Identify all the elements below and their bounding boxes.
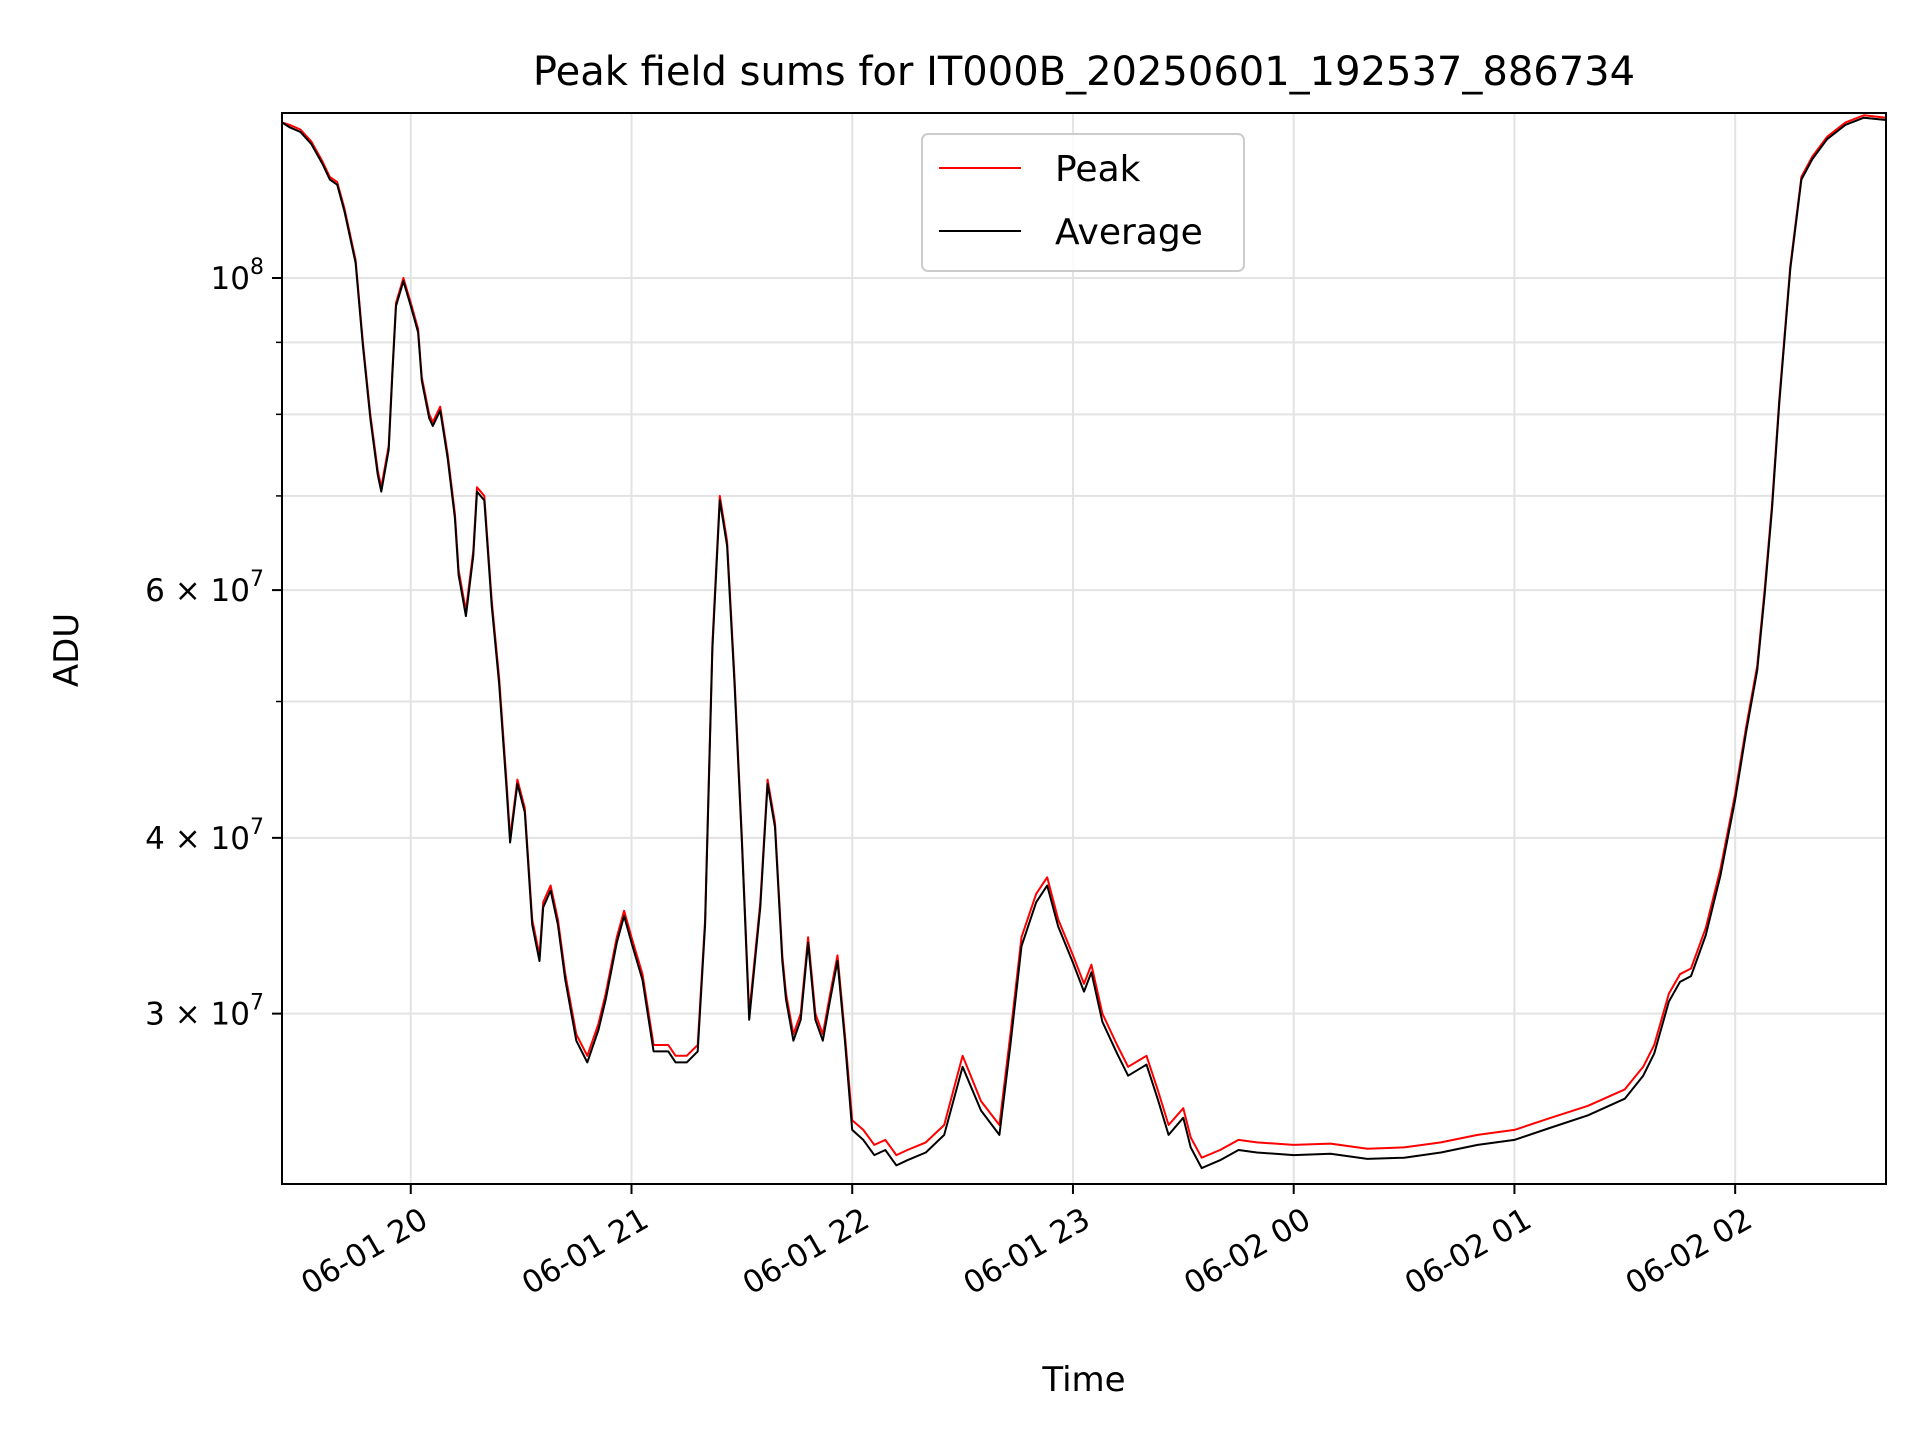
y-tick-label-exponent: 7	[250, 815, 264, 840]
y-tick-label-exponent: 7	[250, 991, 264, 1016]
y-tick-label-base: 10	[211, 261, 250, 297]
y-tick-label-base: 3 × 10	[145, 997, 250, 1033]
grid	[282, 113, 1886, 1184]
plot-frame	[281, 112, 1887, 1185]
plot-area	[282, 114, 1886, 1170]
series-line-average	[282, 116, 1886, 1170]
legend: Peak Average	[921, 133, 1245, 272]
legend-label-average: Average	[1055, 212, 1203, 253]
y-tick-label: 3 × 107	[145, 991, 264, 1033]
series-group	[282, 114, 1886, 1170]
y-tick-label: 108	[211, 255, 264, 297]
y-axis-label: ADU	[47, 613, 87, 687]
y-tick-label-base: 6 × 10	[145, 573, 250, 609]
y-tick-label-exponent: 7	[250, 567, 264, 592]
y-tick-label-exponent: 8	[250, 255, 264, 280]
y-tick-label: 6 × 107	[145, 567, 264, 609]
chart-title: Peak field sums for IT000B_20250601_1925…	[533, 49, 1635, 95]
legend-label-peak: Peak	[1055, 149, 1141, 190]
y-tick-label-base: 4 × 10	[145, 821, 250, 857]
x-axis-label: Time	[1041, 1360, 1125, 1400]
y-tick-label: 4 × 107	[145, 815, 264, 857]
